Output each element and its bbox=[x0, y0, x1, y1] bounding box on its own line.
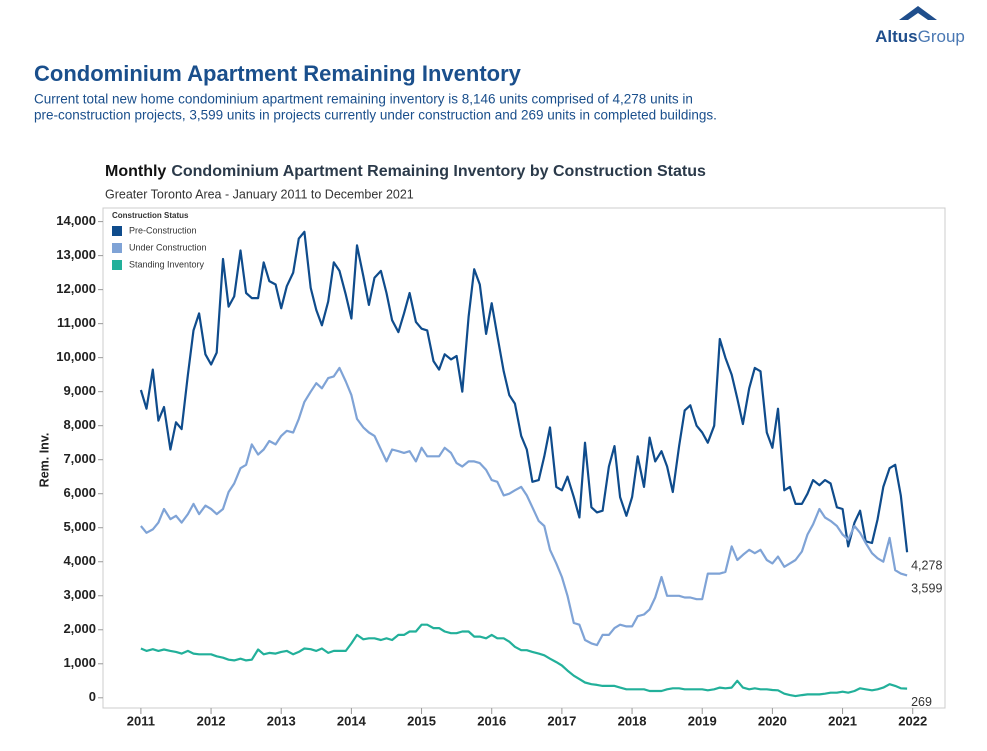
y-tick-label: 3,000 bbox=[63, 587, 96, 602]
y-tick-label: 9,000 bbox=[63, 383, 96, 398]
series-line bbox=[140, 366, 908, 647]
legend-label: Standing Inventory bbox=[129, 259, 205, 269]
chart-title-bold: Monthly bbox=[105, 163, 166, 180]
page-title: Condominium Apartment Remaining Inventor… bbox=[34, 61, 522, 86]
y-tick-label: 6,000 bbox=[63, 485, 96, 500]
x-tick-label: 2012 bbox=[197, 713, 226, 728]
legend-label: Under Construction bbox=[129, 242, 207, 252]
x-tick-label: 2013 bbox=[267, 713, 296, 728]
y-tick-label: 14,000 bbox=[56, 213, 96, 228]
x-tick-label: 2015 bbox=[407, 713, 436, 728]
plot: 0 1,000 2,000 3,000 4,000 5,000 6,000 7,000 8,00… bbox=[56, 211, 942, 728]
plot-frame bbox=[102, 207, 946, 709]
legend-swatch bbox=[112, 243, 122, 253]
x-tick-label: 2011 bbox=[127, 713, 155, 728]
x-tick-label: 2016 bbox=[477, 713, 506, 728]
chart-title: Monthly Condominium Apartment Remaining I… bbox=[105, 163, 706, 180]
series-line bbox=[140, 623, 908, 698]
legend-title: Construction Status bbox=[112, 211, 189, 220]
legend-swatch bbox=[112, 260, 122, 270]
y-tick-label: 7,000 bbox=[63, 451, 96, 466]
y-axis-label: Rem. Inv. bbox=[37, 433, 51, 488]
chart-subtitle: Greater Toronto Area - January 2011 to D… bbox=[105, 187, 414, 201]
series-line bbox=[139, 230, 909, 553]
end-label: 269 bbox=[911, 695, 932, 709]
x-tick-label: 2021 bbox=[828, 713, 857, 728]
x-tick-label: 2020 bbox=[758, 713, 787, 728]
y-tick-label: 11,000 bbox=[57, 315, 96, 330]
x-tick-label: 2022 bbox=[898, 713, 927, 728]
y-tick-label: 10,000 bbox=[56, 349, 96, 364]
y-tick-label: 5,000 bbox=[63, 519, 96, 534]
logo-light: Group bbox=[918, 27, 965, 46]
page-subtitle: pre-construction projects, 3,599 units i… bbox=[34, 108, 717, 123]
y-tick-label: 4,000 bbox=[63, 553, 96, 568]
end-label: 4,278 bbox=[911, 559, 942, 573]
page-subtitle: Current total new home condominium apart… bbox=[34, 92, 693, 107]
logo-icon bbox=[899, 6, 937, 20]
chart-title-rest: Condominium Apartment Remaining Inventor… bbox=[171, 163, 706, 180]
x-tick-label: 2014 bbox=[337, 713, 367, 728]
y-tick-label: 13,000 bbox=[56, 247, 96, 262]
x-tick-label: 2019 bbox=[688, 713, 717, 728]
y-tick-label: 12,000 bbox=[56, 281, 96, 296]
x-tick-label: 2018 bbox=[618, 713, 647, 728]
legend-label: Pre-Construction bbox=[129, 225, 197, 235]
logo-text: AltusGroup bbox=[875, 27, 965, 46]
legend-swatch bbox=[112, 226, 122, 236]
y-tick-label: 8,000 bbox=[63, 417, 96, 432]
end-label: 3,599 bbox=[911, 582, 942, 596]
y-tick-label: 2,000 bbox=[63, 621, 96, 636]
logo: AltusGroup bbox=[875, 6, 965, 46]
logo-bold: Altus bbox=[875, 27, 918, 46]
x-tick-label: 2017 bbox=[547, 713, 576, 728]
y-tick-label: 0 bbox=[89, 689, 96, 704]
y-tick-label: 1,000 bbox=[63, 655, 96, 670]
